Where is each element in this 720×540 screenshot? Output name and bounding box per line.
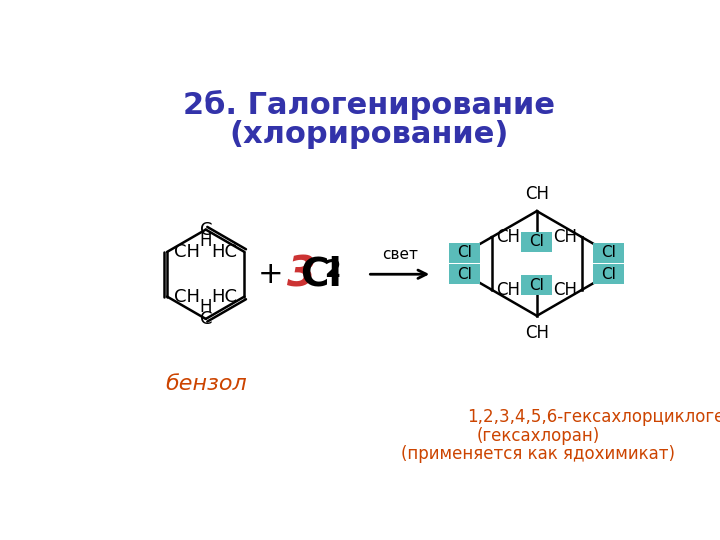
- Text: (применяется как ядохимикат): (применяется как ядохимикат): [402, 446, 675, 463]
- Text: H: H: [199, 298, 212, 316]
- Text: CH: CH: [525, 185, 549, 204]
- Text: свет: свет: [382, 247, 418, 262]
- FancyBboxPatch shape: [593, 264, 624, 284]
- Text: бензол: бензол: [165, 374, 247, 394]
- Text: Cl: Cl: [601, 245, 616, 260]
- Text: HC: HC: [212, 243, 238, 261]
- FancyBboxPatch shape: [449, 242, 480, 262]
- Text: 2б. Галогенирование: 2б. Галогенирование: [183, 90, 555, 120]
- Text: Cl: Cl: [300, 255, 341, 293]
- Text: HC: HC: [212, 288, 238, 306]
- FancyBboxPatch shape: [521, 232, 552, 252]
- Text: +: +: [258, 260, 283, 289]
- FancyBboxPatch shape: [593, 242, 624, 262]
- Text: 3: 3: [287, 253, 315, 295]
- Text: CH: CH: [554, 281, 577, 299]
- Text: C: C: [199, 220, 212, 239]
- Text: Cl: Cl: [529, 234, 544, 249]
- Text: Cl: Cl: [457, 267, 472, 282]
- Text: (гексахлоран): (гексахлоран): [477, 427, 600, 445]
- Text: CH: CH: [174, 288, 200, 306]
- Text: CH: CH: [496, 281, 520, 299]
- Text: CH: CH: [554, 228, 577, 246]
- Text: Cl: Cl: [457, 245, 472, 260]
- FancyBboxPatch shape: [449, 264, 480, 284]
- Text: CH: CH: [496, 228, 520, 246]
- Text: Cl: Cl: [529, 278, 544, 293]
- Text: H: H: [199, 232, 212, 250]
- Text: C: C: [199, 310, 212, 328]
- Text: CH: CH: [174, 243, 200, 261]
- Text: Cl: Cl: [601, 267, 616, 282]
- Text: 1,2,3,4,5,6-гексахлорциклогексан: 1,2,3,4,5,6-гексахлорциклогексан: [467, 408, 720, 427]
- Text: (хлорирование): (хлорирование): [229, 119, 509, 148]
- Text: 2: 2: [324, 258, 341, 282]
- Text: CH: CH: [525, 323, 549, 341]
- FancyBboxPatch shape: [521, 275, 552, 295]
